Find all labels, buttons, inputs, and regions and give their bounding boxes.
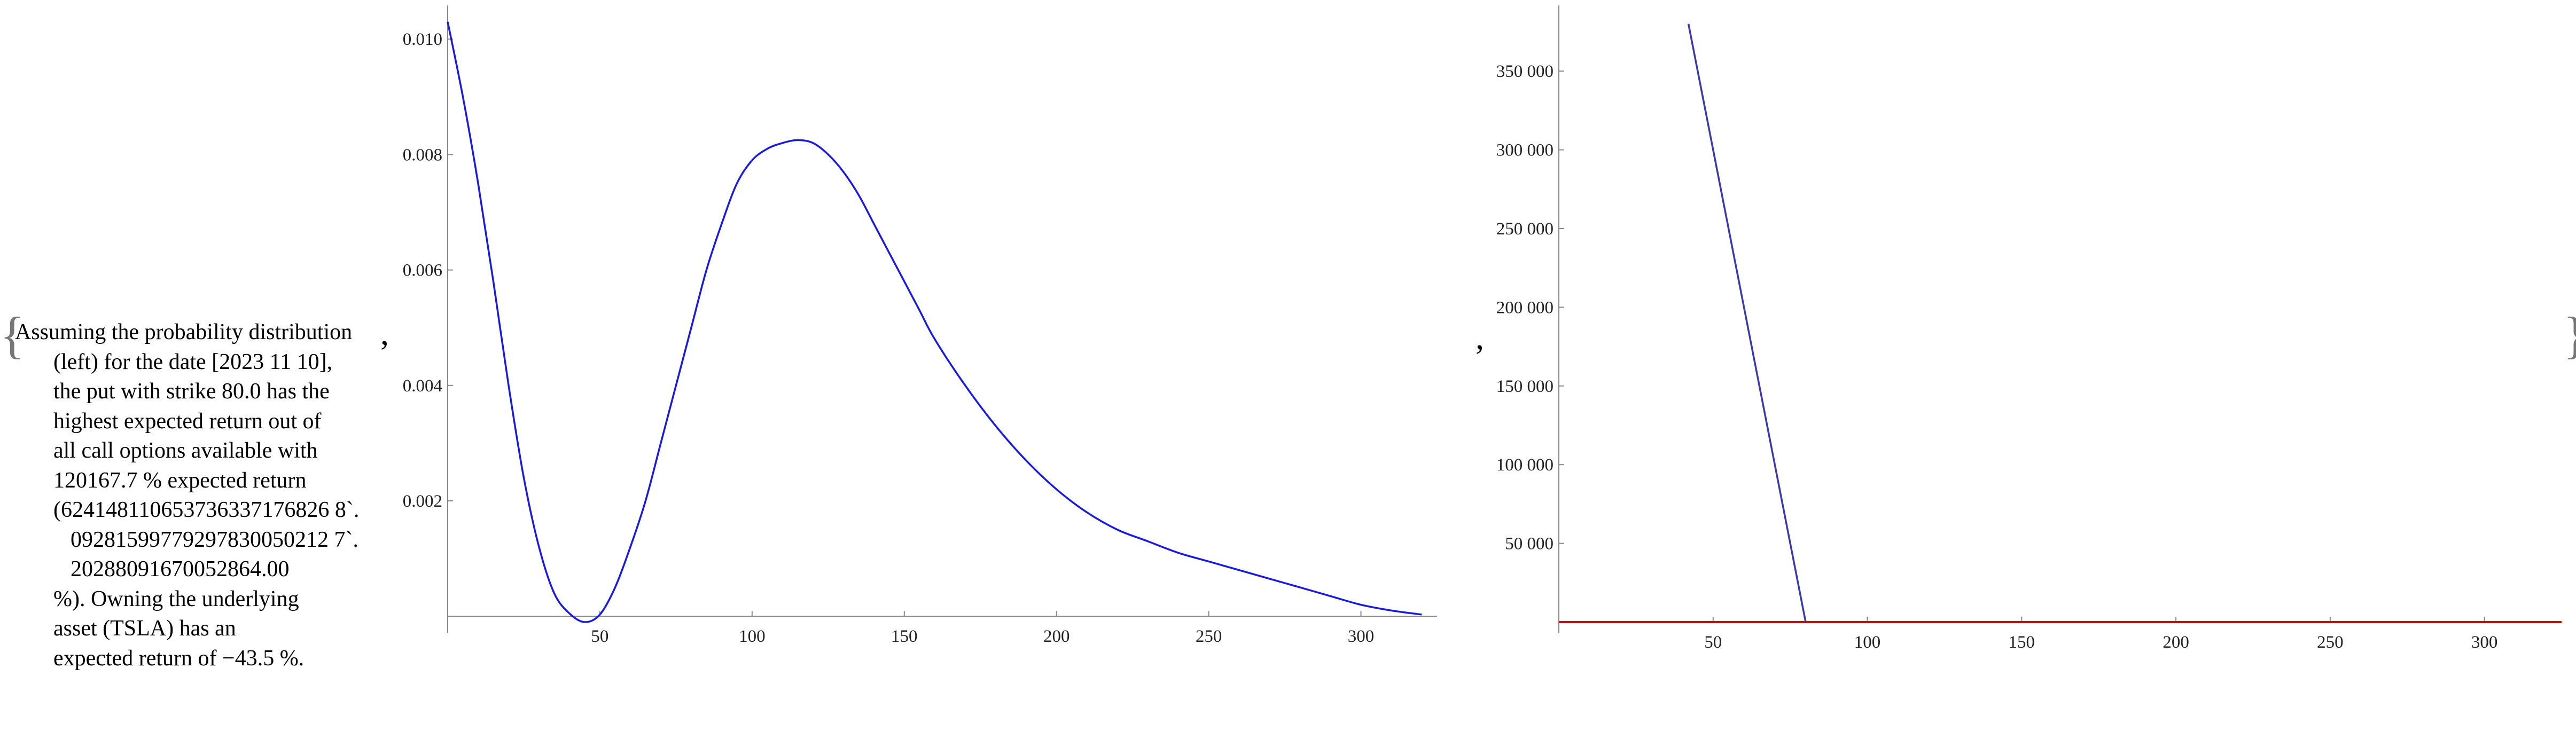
description-line: 20288091670052864.00 (71, 557, 290, 581)
left-x-tick-label: 150 (891, 627, 918, 646)
left-series (447, 21, 1422, 623)
left-x-tick-label: 300 (1348, 627, 1375, 646)
separator-comma-2: , (1476, 318, 1484, 356)
left-x-tick-label: 100 (739, 627, 766, 646)
description-line: highest expected return out of (53, 408, 322, 434)
left-series-line-0 (447, 21, 1422, 623)
right-x-tick-label: 250 (2317, 633, 2344, 652)
right-y-tick-label: 200 000 (1496, 298, 1554, 317)
left-axes: 50 100 150 200 250 300 0.002 0.004 0.006 0.008 0.0… (403, 5, 1437, 646)
right-series-line-0 (1687, 23, 2562, 623)
left-y-tick-label: 0.002 (403, 492, 442, 511)
left-x-tick-label: 50 (591, 627, 608, 646)
description-line: all call options available with (53, 438, 318, 463)
left-y-tick-label: 0.006 (403, 261, 442, 280)
description-line: Assuming the probability distribution (15, 320, 353, 344)
open-brace: { (0, 306, 25, 364)
right-series (1559, 23, 2562, 623)
right-y-tick-label: 50 000 (1505, 535, 1554, 554)
description-line: (624148110653736337176826 8`. (53, 498, 360, 522)
left-x-tick-label: 250 (1196, 627, 1222, 646)
left-y-tick-label: 0.004 (403, 376, 442, 396)
separator-comma-1: , (380, 314, 389, 352)
right-axes: 50 100 150 200 250 300 50 000 100 000 150 000 200… (1496, 5, 2562, 652)
description-line: (left) for the date [2023 11 10], (53, 349, 333, 374)
right-y-tick-label: 250 000 (1496, 219, 1554, 239)
right-y-tick-label: 350 000 (1496, 62, 1554, 81)
left-y-tick-label: 0.010 (403, 30, 442, 49)
close-brace: } (2563, 310, 2576, 361)
right-y-tick-label: 100 000 (1496, 455, 1554, 475)
description-line: %). Owning the underlying (53, 586, 299, 611)
description-line: the put with strike 80.0 has the (53, 379, 330, 404)
description-line: asset (TSLA) has an (53, 616, 236, 641)
description-line: expected return of −43.5 %. (53, 646, 305, 671)
left-x-tick-label: 200 (1043, 627, 1070, 646)
left-y-tick-label: 0.008 (403, 145, 442, 164)
expected-return-description: Assuming the probability distribution (l… (15, 318, 389, 673)
right-y-tick-label: 300 000 (1496, 141, 1554, 160)
description-line: 09281599779297830050212 7`. (71, 527, 358, 552)
right-x-tick-label: 100 (1854, 633, 1881, 652)
right-x-tick-label: 150 (2009, 633, 2035, 652)
description-line: 120167.7 % expected return (53, 468, 307, 493)
right-x-tick-label: 200 (2163, 633, 2189, 652)
right-x-tick-label: 300 (2471, 633, 2498, 652)
right-y-tick-label: 150 000 (1496, 377, 1554, 396)
right-x-tick-label: 50 (1704, 633, 1722, 652)
